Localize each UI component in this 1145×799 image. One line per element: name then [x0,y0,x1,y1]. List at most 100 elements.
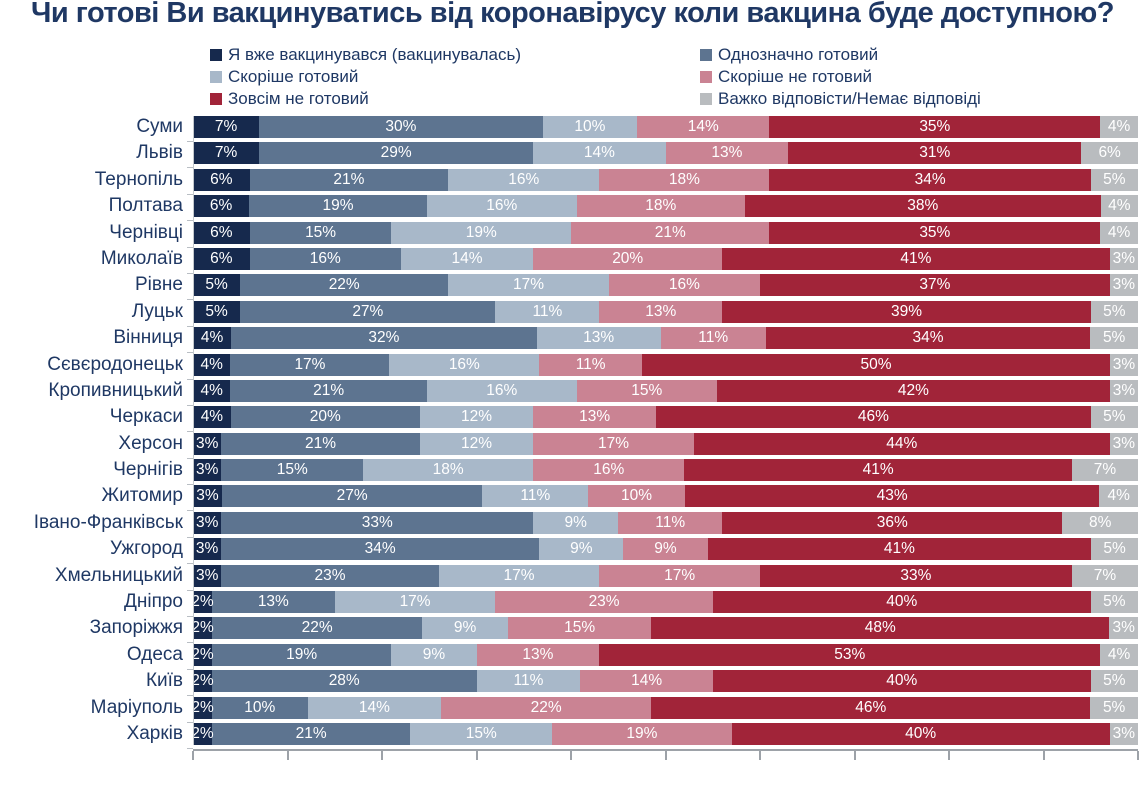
bar-segment: 35% [769,221,1101,244]
legend-swatch [210,48,222,61]
bar-segment: 31% [788,142,1082,165]
stacked-bar: 6% 19% 16% 18% 38% 4% [187,195,1138,222]
stacked-bar: 2% 13% 17% 23% 40% 5% [187,591,1138,618]
segment-value-label: 7% [1093,566,1117,584]
bar-segment: 11% [482,485,589,508]
stacked-bar: 3% 33% 9% 11% 36% 8% [187,511,1138,538]
legend-item: Зовсім не готовий [210,88,700,109]
segment-value-label: 46% [857,408,889,426]
stacked-bar: 2% 28% 11% 14% 40% 5% [187,670,1138,697]
segment-value-label: 10% [621,487,653,505]
row-label: Рівне [134,274,183,296]
segment-value-label: 7% [214,144,238,162]
bar-segment: 42% [716,379,1110,402]
segment-value-label: 6% [209,197,233,215]
legend-swatch [210,70,222,83]
segment-value-label: 11% [532,302,563,320]
axis-tick [853,751,856,761]
axis-tick [664,751,667,761]
segment-value-label: 13% [522,645,554,663]
segment-value-label: 46% [855,698,887,716]
segment-value-label: 3% [1112,619,1135,637]
segment-value-label: 5% [1103,170,1126,188]
segment-value-label: 8% [1088,513,1112,531]
legend-label: Скоріше не готовий [718,67,872,86]
bar-segment: 3% [193,538,222,561]
segment-value-label: 48% [864,619,896,637]
bar-segment: 3% [1109,379,1138,402]
bar-segment: 40% [712,670,1091,693]
bar-segment: 5% [1090,670,1138,693]
segment-value-label: 15% [465,724,497,742]
bar-segment: 17% [230,353,390,376]
legend-item: Скоріше готовий [210,66,700,87]
segment-value-label: 13% [711,144,743,162]
segment-value-label: 19% [322,197,354,215]
bar-segment: 16% [426,195,577,218]
bar-segment: 10% [212,696,308,719]
segment-value-label: 22% [530,698,562,716]
bar-segment: 29% [259,142,534,165]
stacked-bar: 5% 27% 11% 13% 39% 5% [187,300,1138,327]
segment-value-label: 12% [460,408,493,426]
bar-segment: 17% [438,564,600,587]
chart-row: Харків 2% 21% 15% 19% 40% 3% [0,722,1138,749]
segment-value-label: 3% [1112,724,1136,742]
bar-segment: 46% [656,406,1091,429]
segment-value-label: 9% [453,619,477,637]
bar-segment: 13% [536,327,661,350]
bar-segment: 41% [684,459,1072,482]
segment-value-label: 22% [328,276,360,294]
bar-segment: 12% [419,406,534,429]
segment-value-label: 39% [890,302,922,320]
bar-segment: 41% [707,538,1092,561]
legend-swatch [210,92,222,105]
segment-value-label: 4% [200,329,224,347]
stacked-bar: 6% 16% 14% 20% 41% 3% [187,247,1138,274]
bar-segment: 28% [211,670,477,693]
segment-value-label: 11% [698,329,729,347]
bar-segment: 4% [193,406,231,429]
bar-segment: 16% [448,168,600,191]
segment-value-label: 14% [358,698,390,716]
bar-segment: 34% [221,538,540,561]
segment-value-label: 20% [612,249,644,267]
bar-segment: 16% [608,274,761,297]
bar-segment: 15% [508,617,652,640]
bar-segment: 3% [1109,247,1138,270]
segment-value-label: 2% [191,698,214,716]
segment-value-label: 3% [196,487,219,505]
segment-value-label: 5% [1103,302,1126,320]
bar-segment: 22% [240,274,449,297]
bar-segment: 14% [637,116,770,138]
bar-segment: 5% [1090,696,1139,719]
bar-segment: 2% [191,696,214,719]
bar-segment: 6% [193,168,250,191]
segment-value-label: 5% [1103,593,1126,611]
legend-label: Я вже вакцинувався (вакцинувалась) [228,45,522,64]
segment-value-label: 4% [1107,223,1131,241]
segment-value-label: 16% [486,381,518,399]
segment-value-label: 19% [286,645,318,663]
segment-value-label: 13% [257,593,289,611]
segment-value-label: 41% [883,540,915,558]
segment-value-label: 23% [314,566,346,584]
bar-segment: 18% [599,168,770,191]
segment-value-label: 37% [919,276,951,294]
bar-segment: 6% [193,247,250,270]
segment-value-label: 3% [195,434,219,452]
bar-segment: 41% [722,247,1110,270]
bar-segment: 3% [1109,617,1139,640]
segment-value-label: 21% [313,381,345,399]
row-label: Одеса [126,643,183,665]
bar-segment: 2% [191,617,214,640]
segment-value-label: 17% [294,355,326,373]
bar-segment: 43% [684,485,1100,508]
segment-value-label: 3% [195,461,219,479]
bar-segment: 5% [193,274,241,297]
segment-value-label: 9% [570,540,593,558]
segment-value-label: 41% [862,461,894,479]
bar-segment: 18% [363,459,534,482]
axis-tick [759,751,761,761]
axis-tick [381,751,383,761]
